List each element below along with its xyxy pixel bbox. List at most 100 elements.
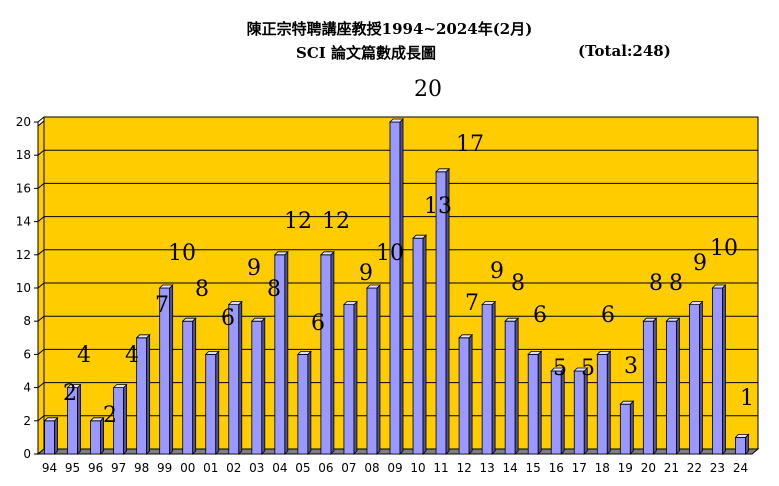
bar-top (89, 417, 105, 422)
bar-top (504, 317, 520, 322)
bar-side (514, 317, 519, 455)
chart-subtitle: SCI 論文篇數成長圖 (296, 44, 437, 62)
data-label: 1 (740, 386, 754, 411)
bar-side (284, 250, 289, 455)
bar (619, 403, 631, 455)
bar (182, 320, 194, 455)
data-label: 7 (465, 291, 479, 316)
bar-top (527, 350, 543, 355)
gridline-side (37, 216, 45, 222)
bar-top (158, 284, 174, 289)
bar (596, 353, 608, 455)
data-label: 4 (125, 343, 139, 368)
bar (205, 353, 217, 455)
y-tick-label: 10 (16, 281, 31, 295)
bar-side (722, 284, 726, 455)
bar-side (491, 300, 496, 455)
x-tick-label: 00 (180, 461, 195, 475)
bar (412, 237, 424, 455)
x-tick-label: 12 (456, 461, 471, 475)
gridline-side (37, 249, 45, 256)
x-tick-label: 24 (733, 461, 748, 475)
bar-side (468, 333, 473, 455)
gridline-side (37, 382, 45, 388)
bar-top (550, 367, 566, 372)
x-tick-label: 98 (134, 461, 149, 475)
x-tick-label: 99 (157, 461, 172, 475)
y-tick-label: 0 (23, 447, 31, 461)
data-label: 6 (533, 303, 547, 328)
bar-side (169, 284, 174, 455)
gridline-side (37, 282, 45, 289)
data-label: 13 (424, 194, 452, 219)
gridline-side (37, 149, 45, 156)
data-label: 3 (624, 354, 638, 379)
x-tick-label: 17 (572, 461, 587, 475)
x-tick-label: 03 (249, 461, 264, 475)
bar (689, 304, 700, 455)
bar-top (181, 317, 197, 322)
bar-top (435, 168, 451, 173)
x-tick-label: 09 (387, 461, 402, 475)
bar (735, 436, 746, 455)
x-tick-label: 20 (641, 461, 656, 475)
bar-side (353, 300, 358, 455)
data-label: 9 (490, 259, 504, 284)
bar (366, 287, 378, 455)
x-tick-label: 04 (272, 461, 287, 475)
chart-title: 陳正宗特聘講座教授1994~2024年(2月) (246, 20, 533, 38)
y-tick-label: 8 (23, 314, 31, 328)
bar-top (412, 234, 427, 239)
data-label: 8 (511, 271, 525, 296)
data-label: 8 (669, 271, 683, 296)
data-label: 6 (221, 306, 235, 331)
bar-top (366, 284, 381, 289)
bar (297, 353, 309, 455)
bar-side (146, 333, 151, 455)
bar-side (376, 284, 381, 455)
data-label: 10 (710, 236, 738, 261)
bar-side (652, 317, 657, 455)
gridline-side (37, 415, 45, 422)
bar-side (192, 317, 197, 455)
x-tick-label: 15 (526, 461, 541, 475)
bar-side (215, 350, 220, 455)
data-label: 9 (693, 251, 707, 276)
bar (550, 370, 562, 455)
bar-side (123, 383, 128, 455)
bar (504, 320, 516, 455)
bar (712, 287, 723, 455)
data-label: 4 (77, 343, 91, 368)
x-tick-label: 21 (664, 461, 679, 475)
y-tick-label: 4 (23, 381, 31, 395)
data-label: 17 (456, 132, 484, 157)
x-tick-label: 94 (42, 461, 57, 475)
bar-top (481, 301, 497, 306)
bar-side (699, 300, 703, 455)
bar-top (135, 334, 151, 339)
x-tick-label: 05 (295, 461, 310, 475)
bar-top (296, 350, 312, 355)
bar (573, 370, 585, 455)
bar-top (688, 301, 704, 306)
x-tick-label: 18 (595, 461, 610, 475)
y-tick-label: 2 (23, 414, 31, 428)
data-label: 5 (581, 356, 595, 381)
gridline-side (37, 349, 45, 355)
data-label: 10 (168, 241, 196, 266)
bar-side (399, 118, 404, 455)
bar-side (330, 250, 335, 455)
data-label: 2 (103, 403, 117, 428)
bar-side (422, 234, 427, 455)
x-tick-label: 14 (503, 461, 518, 475)
data-label: 8 (649, 271, 663, 296)
x-tick-label: 01 (203, 461, 218, 475)
bar (458, 337, 470, 455)
bar-side (606, 350, 611, 455)
bar-top (250, 317, 266, 322)
bar (251, 320, 263, 455)
data-label: 9 (247, 256, 261, 281)
bar (527, 353, 539, 455)
x-tick-label: 07 (341, 461, 356, 475)
x-tick-label: 02 (226, 461, 241, 475)
